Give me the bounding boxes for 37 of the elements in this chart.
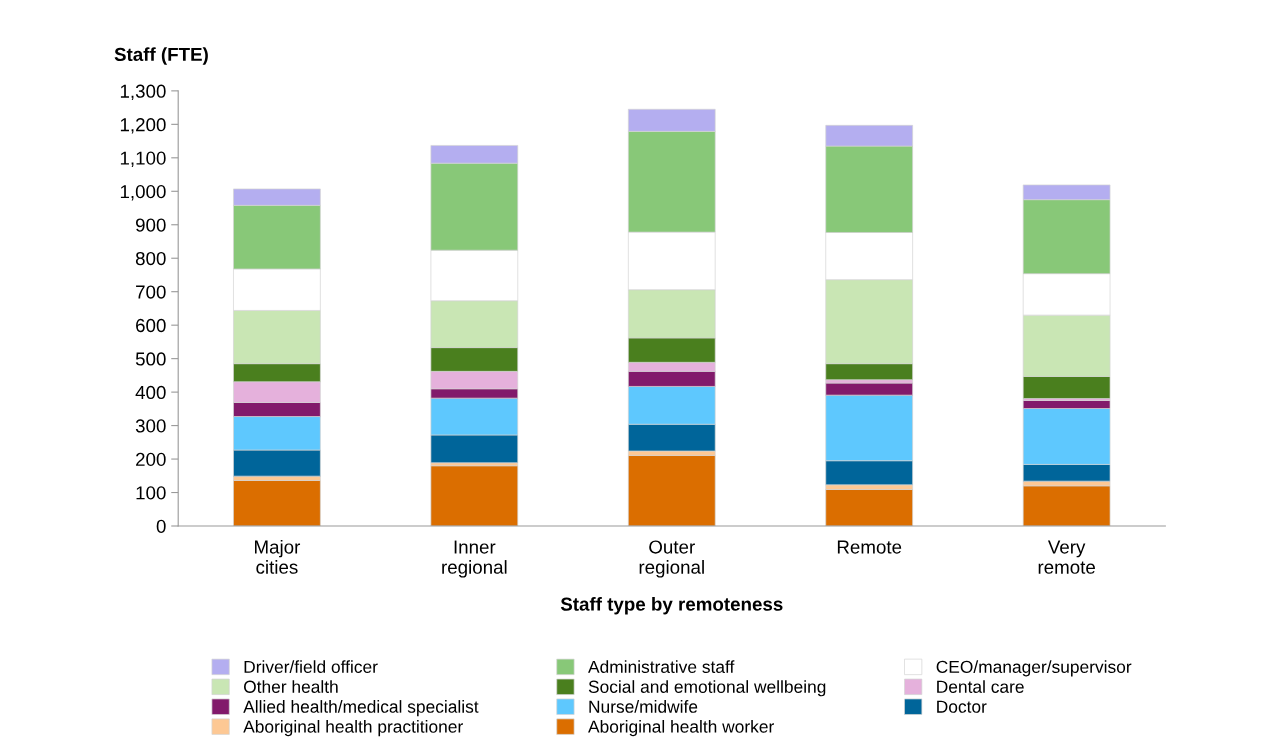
y-tick-label: 200 [136,452,166,467]
y-tick-label: 400 [135,385,166,400]
x-axis-title: Staff type by remoteness [560,597,783,615]
legend-label: Nurse/midwife [589,700,698,713]
legend-label: Other health [244,680,338,693]
legend-label: Doctor [937,700,987,713]
legend-label: Aboriginal health worker [588,720,774,737]
bar [1022,485,1111,526]
y-tick-label: 800 [135,251,166,266]
legend-label: CEO/manager/supervisor [936,660,1132,677]
x-tick-label: Inner regional [442,540,507,578]
y-axis-title: Staff (FTE) [114,47,208,65]
y-tick-label: 1,100 [120,151,166,168]
legend-label: Aboriginal health practitioner [243,720,463,737]
legend-label: Administrative staff [588,660,735,673]
legend-label: Dental care [937,680,1024,693]
y-tick-label: 500 [135,352,166,366]
y-tick-label: 1,000 [120,184,166,201]
y-tick-label: 300 [135,419,166,433]
x-tick-label: Remote [837,540,902,554]
legend-label: Allied health/medical specialist [243,700,479,717]
y-tick-label: 0 [156,519,166,533]
x-tick-label: Outer regional [639,540,704,578]
legend-label: Social and emotional wellbeing [588,680,826,697]
x-tick-label: Very remote [1038,540,1095,574]
y-tick-label: 100 [136,486,166,500]
bar [233,480,321,526]
y-tick-label: 900 [135,218,166,232]
y-tick-label: 600 [136,318,166,333]
x-tick-label: Major cities [255,539,301,574]
bar [825,489,913,526]
bar [627,455,716,526]
bar [430,465,519,526]
y-tick-label: 1,300 [120,84,166,101]
y-tick-label: 1,200 [120,118,166,134]
y-tick-label: 700 [136,285,166,299]
legend-label: Driver/field officer [244,660,378,673]
